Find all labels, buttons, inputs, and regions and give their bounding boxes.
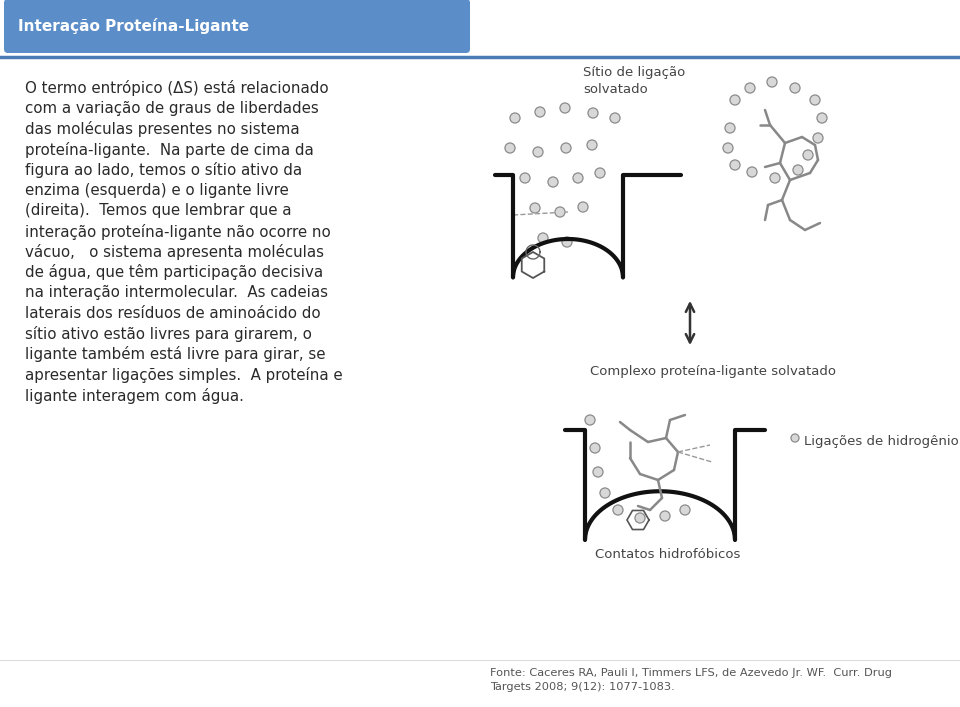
Circle shape xyxy=(770,173,780,183)
Text: Contatos hidrofóbicos: Contatos hidrofóbicos xyxy=(595,548,740,561)
Circle shape xyxy=(635,513,645,523)
Circle shape xyxy=(593,467,603,477)
Text: O termo entrópico (ΔS) está relacionado: O termo entrópico (ΔS) está relacionado xyxy=(25,80,328,96)
Text: ligante também está livre para girar, se: ligante também está livre para girar, se xyxy=(25,346,325,363)
Circle shape xyxy=(725,123,735,133)
Text: figura ao lado, temos o sítio ativo da: figura ao lado, temos o sítio ativo da xyxy=(25,162,302,178)
Text: ligante interagem com água.: ligante interagem com água. xyxy=(25,387,244,404)
Circle shape xyxy=(660,511,670,521)
Circle shape xyxy=(730,160,740,170)
Circle shape xyxy=(730,95,740,105)
Text: (direita).  Temos que lembrar que a: (direita). Temos que lembrar que a xyxy=(25,203,292,218)
Circle shape xyxy=(813,133,823,143)
Circle shape xyxy=(535,107,545,117)
Circle shape xyxy=(817,113,827,123)
FancyBboxPatch shape xyxy=(4,0,470,53)
Text: com a variação de graus de liberdades: com a variação de graus de liberdades xyxy=(25,100,319,115)
Circle shape xyxy=(530,203,540,213)
Text: apresentar ligações simples.  A proteína e: apresentar ligações simples. A proteína … xyxy=(25,367,343,383)
Circle shape xyxy=(803,150,813,160)
Circle shape xyxy=(555,207,565,217)
Circle shape xyxy=(790,83,800,93)
Circle shape xyxy=(590,443,600,453)
Text: na interação intermolecular.  As cadeias: na interação intermolecular. As cadeias xyxy=(25,285,328,300)
Circle shape xyxy=(595,168,605,178)
Circle shape xyxy=(585,415,595,425)
Circle shape xyxy=(791,434,799,442)
Circle shape xyxy=(747,167,757,177)
Circle shape xyxy=(538,233,548,243)
Text: de água, que têm participação decisiva: de água, que têm participação decisiva xyxy=(25,264,324,281)
Circle shape xyxy=(613,505,623,515)
Circle shape xyxy=(587,140,597,150)
Text: Interação Proteína-Ligante: Interação Proteína-Ligante xyxy=(18,18,250,34)
Circle shape xyxy=(533,147,543,157)
Text: Complexo proteína-ligante solvatado: Complexo proteína-ligante solvatado xyxy=(590,365,836,378)
Text: proteína-ligante.  Na parte de cima da: proteína-ligante. Na parte de cima da xyxy=(25,141,314,158)
Circle shape xyxy=(600,488,610,498)
Circle shape xyxy=(548,177,558,187)
Circle shape xyxy=(520,173,530,183)
Text: Fonte: Caceres RA, Pauli I, Timmers LFS, de Azevedo Jr. WF.  Curr. Drug
Targets : Fonte: Caceres RA, Pauli I, Timmers LFS,… xyxy=(490,668,892,692)
Circle shape xyxy=(561,143,571,153)
Circle shape xyxy=(810,95,820,105)
Text: interação proteína-ligante não ocorre no: interação proteína-ligante não ocorre no xyxy=(25,223,331,240)
Text: Ligações de hidrogênio: Ligações de hidrogênio xyxy=(804,435,959,448)
Circle shape xyxy=(745,83,755,93)
Text: vácuo,   o sistema apresenta moléculas: vácuo, o sistema apresenta moléculas xyxy=(25,244,324,260)
Text: enzima (esquerda) e o ligante livre: enzima (esquerda) e o ligante livre xyxy=(25,182,289,197)
Circle shape xyxy=(573,173,583,183)
Circle shape xyxy=(505,143,515,153)
Circle shape xyxy=(578,202,588,212)
Circle shape xyxy=(793,165,803,175)
Circle shape xyxy=(510,113,520,123)
Text: das moléculas presentes no sistema: das moléculas presentes no sistema xyxy=(25,121,300,137)
Text: laterais dos resíduos de aminoácido do: laterais dos resíduos de aminoácido do xyxy=(25,305,321,320)
Circle shape xyxy=(588,108,598,118)
Text: Sítio de ligação
solvatado: Sítio de ligação solvatado xyxy=(583,66,685,96)
Circle shape xyxy=(562,237,572,247)
Circle shape xyxy=(610,113,620,123)
Circle shape xyxy=(680,505,690,515)
Text: sítio ativo estão livres para girarem, o: sítio ativo estão livres para girarem, o xyxy=(25,326,312,342)
Circle shape xyxy=(767,77,777,87)
Circle shape xyxy=(560,103,570,113)
Circle shape xyxy=(723,143,733,153)
